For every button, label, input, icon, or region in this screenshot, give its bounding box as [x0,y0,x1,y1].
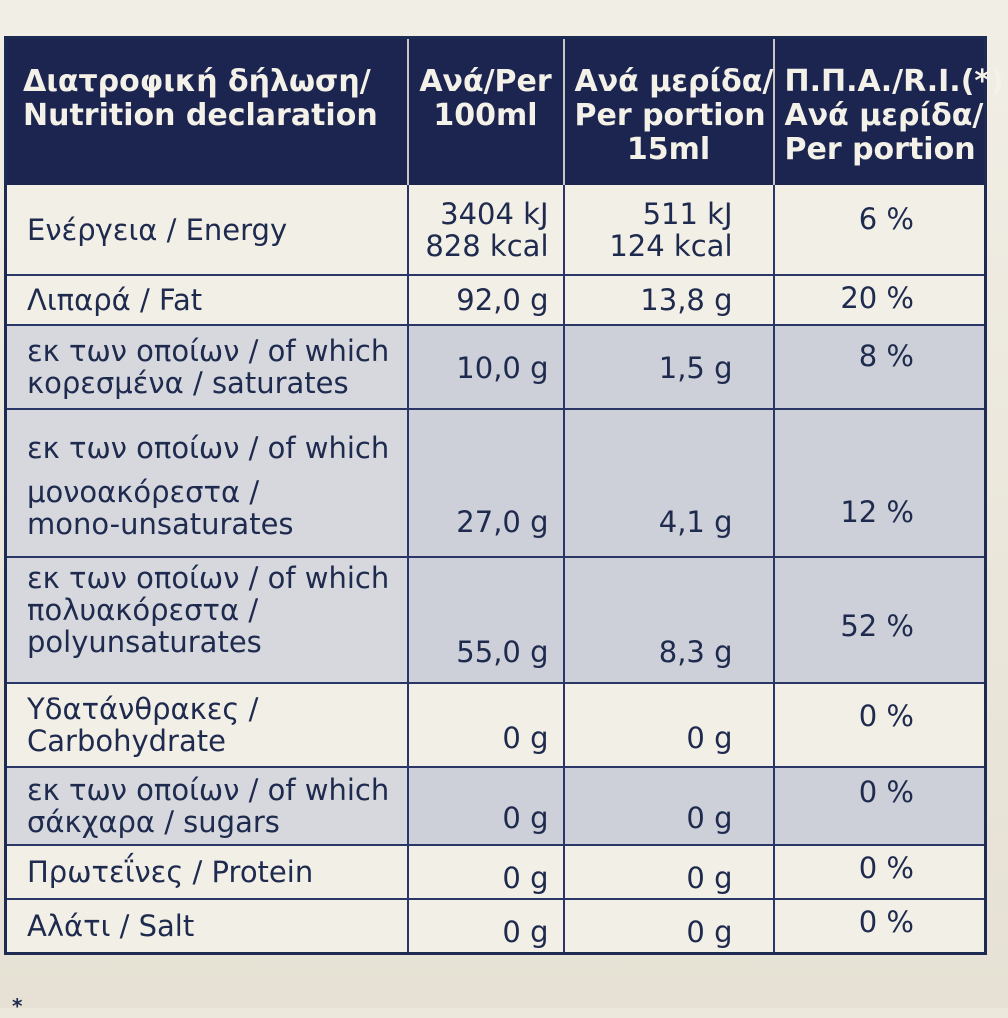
value-reference-intake: 6 % [773,185,987,276]
value-per-100ml: 10,0 g [407,325,565,410]
value-per-100ml: 0 g [407,767,565,846]
value-per-portion: 13,8 g [563,275,775,326]
value-reference-intake: 0 % [773,899,987,953]
nutrient-name: εκ των οποίων / of which σάκχαρα / sugar… [5,767,409,846]
value-per-100ml: 0 g [407,683,565,768]
table-row-sugars: εκ των οποίων / of which σάκχαρα / sugar… [5,767,987,846]
header-nutrition-declaration: Διατροφική δήλωση/ Nutrition declaration [5,37,409,185]
table-row-saturates: εκ των οποίων / of which κορεσμένα / sat… [5,325,987,410]
table-row-polyunsaturates: εκ των οποίων / of which πολυακόρεστα / … [5,557,987,684]
nutrient-name: εκ των οποίων / of which κορεσμένα / sat… [5,325,409,410]
value-per-100ml: 55,0 g [407,557,565,684]
value-reference-intake: 0 % [773,767,987,846]
value-per-100ml: 27,0 g [407,409,565,558]
nutrient-name: Λιπαρά / Fat [5,275,409,326]
header-per-100ml: Ανά/Per 100ml [407,37,565,185]
value-reference-intake: 20 % [773,275,987,326]
value-per-100ml: 3404 kJ 828 kcal [407,185,565,276]
nutrient-name: Υδατάνθρακες / Carbohydrate [5,683,409,768]
table-row-fat: Λιπαρά / Fat 92,0 g 13,8 g 20 % [5,275,987,326]
table-header-row: Διατροφική δήλωση/ Nutrition declaration… [5,37,1004,185]
table-row-carbohydrate: Υδατάνθρακες / Carbohydrate 0 g 0 g 0 % [5,683,987,768]
value-reference-intake: 0 % [773,683,987,768]
value-per-portion: 8,3 g [563,557,775,684]
nutrition-table: Διατροφική δήλωση/ Nutrition declaration… [4,36,1004,955]
header-per-portion: Ανά μερίδα/ Per portion 15ml [563,37,775,185]
value-per-portion: 0 g [563,683,775,768]
header-reference-intake: Π.Π.Α./R.I.(*) Ανά μερίδα/ Per portion [773,37,1004,185]
value-per-100ml: 0 g [407,845,565,900]
value-per-portion: 0 g [563,899,775,953]
value-per-portion: 4,1 g [563,409,775,558]
value-reference-intake: 52 % [773,557,987,684]
value-per-portion: 511 kJ 124 kcal [563,185,775,276]
nutrient-name: Αλάτι / Salt [5,899,409,953]
value-reference-intake: 12 % [773,409,987,558]
table-row-protein: Πρωτεΐνες / Protein 0 g 0 g 0 % [5,845,987,900]
value-per-100ml: 0 g [407,899,565,953]
value-per-portion: 0 g [563,767,775,846]
value-per-portion: 1,5 g [563,325,775,410]
value-reference-intake: 0 % [773,845,987,900]
footnote-asterisk: * [12,994,23,1018]
value-reference-intake: 8 % [773,325,987,410]
nutrient-name: Ενέργεια / Energy [5,185,409,276]
table-row-energy: Ενέργεια / Energy 3404 kJ 828 kcal 511 k… [5,185,987,276]
table-row-salt: Αλάτι / Salt 0 g 0 g 0 % [5,899,987,953]
value-per-portion: 0 g [563,845,775,900]
nutrient-name: εκ των οποίων / of which πολυακόρεστα / … [5,557,409,684]
table-row-mono-unsaturates: εκ των οποίων / of which μονοακόρεστα / … [5,409,987,558]
nutrient-name: εκ των οποίων / of which μονοακόρεστα / … [5,409,409,558]
nutrient-name: Πρωτεΐνες / Protein [5,845,409,900]
value-per-100ml: 92,0 g [407,275,565,326]
